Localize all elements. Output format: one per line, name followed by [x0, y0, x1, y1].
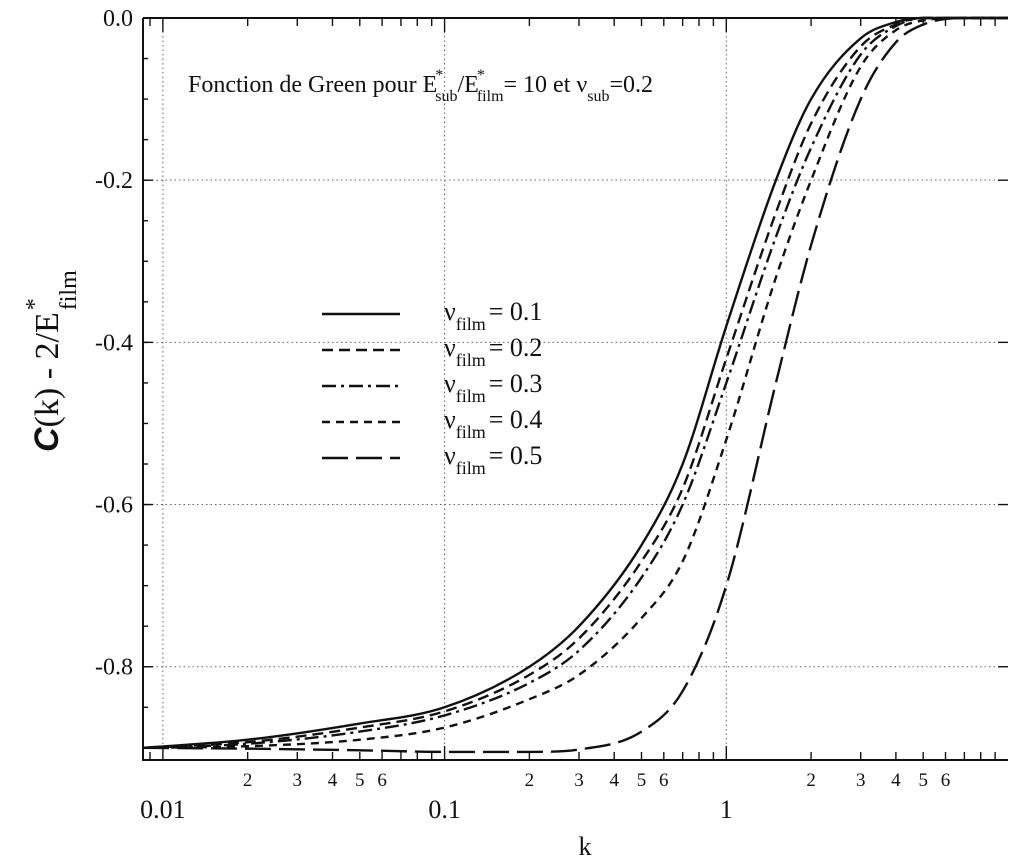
- data-curves: [142, 16, 1008, 754]
- y-tick-labels: 0.0 -0.2 -0.4 -0.6 -0.8: [95, 6, 133, 681]
- x-minor-tick-label: 4: [891, 770, 901, 791]
- x-tick-label: 1: [720, 795, 733, 824]
- series-curve-1: [142, 16, 1008, 750]
- x-minor-tick-label: 6: [659, 770, 669, 791]
- x-tick-label: 0.1: [428, 795, 461, 824]
- legend-label-4: νfilm = 0.4: [444, 405, 542, 442]
- grid-lines: [143, 17, 1008, 760]
- series-curve-2: [142, 16, 1008, 750]
- x-minor-tick-label: 5: [637, 770, 647, 791]
- axis-frame: [142, 18, 1008, 761]
- legend-label-3: νfilm = 0.3: [444, 369, 542, 406]
- x-minor-tick-label: 4: [609, 770, 619, 791]
- legend-label-1: νfilm = 0.1: [444, 297, 542, 334]
- series-curve-3: [142, 16, 1008, 750]
- x-minor-tick-label: 3: [856, 770, 866, 791]
- x-minor-tick-label: 6: [941, 770, 951, 791]
- x-axis-label: k: [579, 832, 592, 861]
- y-tick-label: -0.6: [95, 493, 133, 519]
- x-minor-tick-label: 4: [328, 770, 338, 791]
- x-tick-labels: 0.01 0.1 12 3 4 5 6 2 3 4 5 6 2 3 4 5 6: [140, 770, 950, 824]
- plot-axes: [142, 17, 1008, 761]
- x-minor-tick-label: 2: [525, 770, 535, 791]
- x-tick-label: 0.01: [140, 795, 186, 824]
- y-tick-label: -0.2: [95, 168, 133, 194]
- x-minor-tick-label: 6: [377, 770, 387, 791]
- legend-label-5: νfilm = 0.5: [444, 441, 542, 478]
- chart-title: Fonction de Green pour E* sub/E* film= 10 …: [188, 67, 653, 105]
- x-minor-tick-label: 2: [806, 770, 816, 791]
- y-tick-label: -0.8: [95, 655, 133, 681]
- y-axis-label: C(k) - 2/E* film: [22, 270, 82, 452]
- y-tick-label: -0.4: [95, 330, 133, 356]
- x-minor-tick-label: 5: [355, 770, 365, 791]
- legend-label-2: νfilm = 0.2: [444, 333, 542, 370]
- y-tick-label: 0.0: [103, 6, 133, 32]
- series-curve-4: [142, 16, 1008, 750]
- x-minor-tick-label: 3: [293, 770, 303, 791]
- x-minor-tick-label: 3: [574, 770, 584, 791]
- x-minor-tick-label: 5: [918, 770, 928, 791]
- x-minor-tick-label: 2: [243, 770, 253, 791]
- series-curve-5: [142, 16, 1008, 754]
